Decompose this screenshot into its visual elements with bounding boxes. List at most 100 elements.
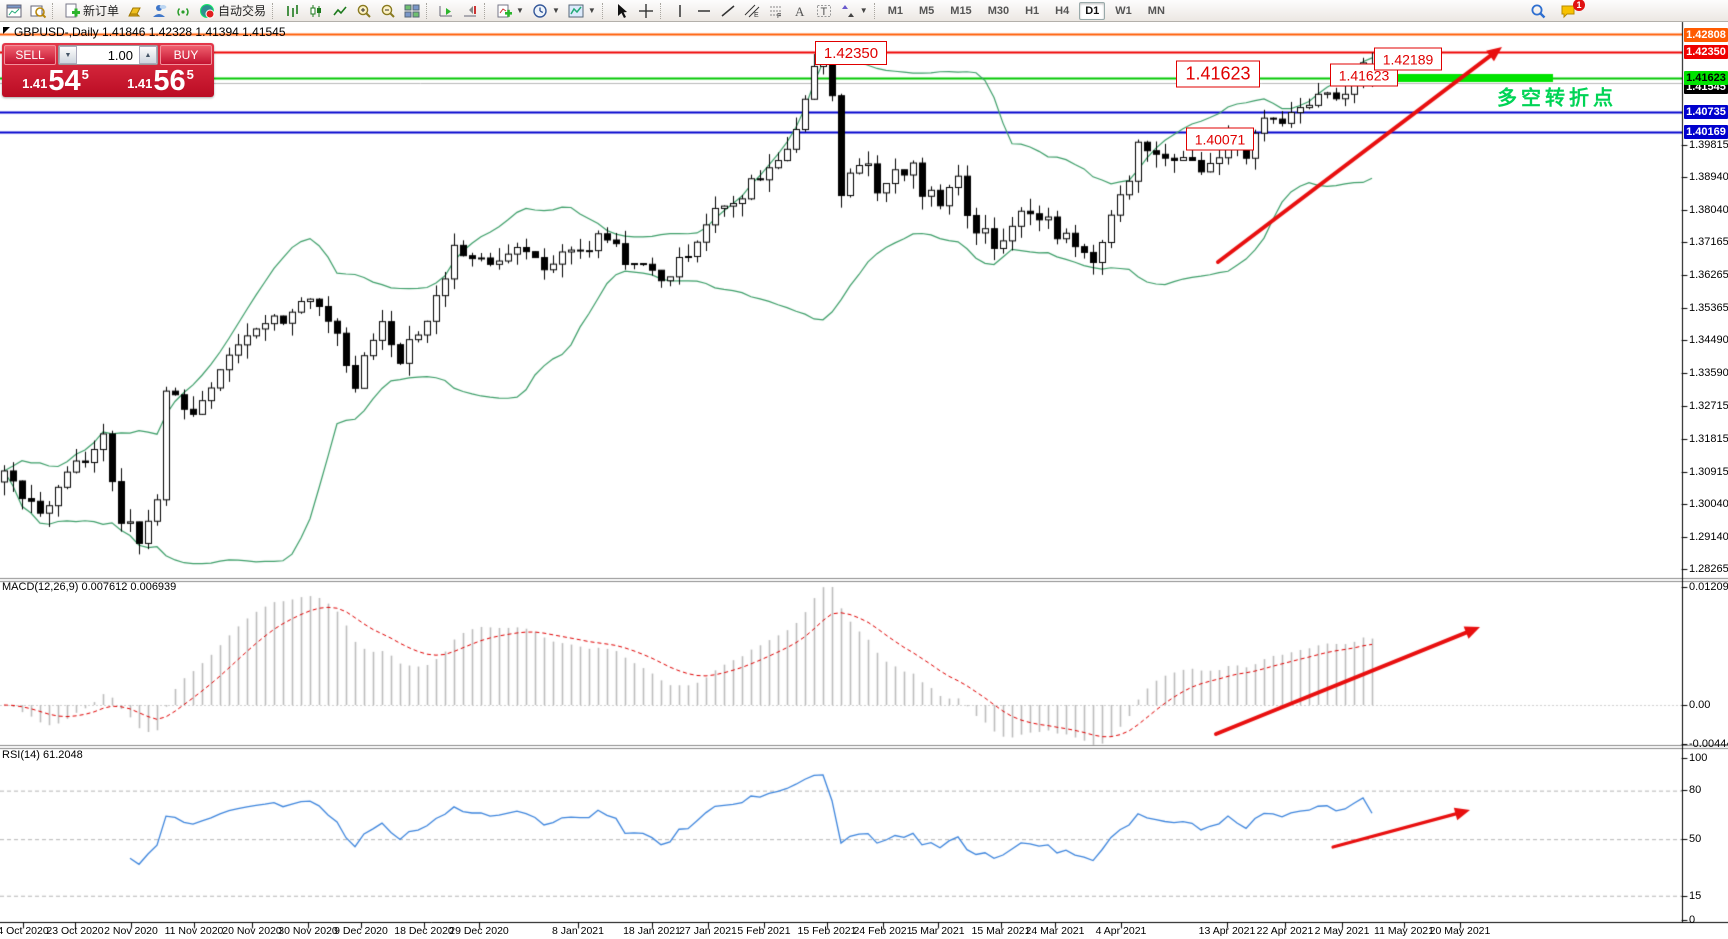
oneclick-toggle-icon[interactable] — [3, 27, 10, 34]
chart-title: GBPUSD-,Daily 1.41846 1.42328 1.41394 1.… — [14, 25, 286, 39]
line-chart-button[interactable] — [328, 2, 352, 20]
fibonacci-button[interactable]: F — [764, 2, 788, 20]
turning-point-annotation[interactable]: 多空转折点 — [1497, 87, 1617, 110]
buy-button[interactable]: BUY — [160, 45, 212, 65]
toolbar-separator — [272, 2, 278, 19]
svg-text:F: F — [777, 13, 781, 19]
cursor-button[interactable] — [610, 2, 634, 20]
price-tick: 1.37165 — [1689, 236, 1728, 248]
timeframe-w1[interactable]: W1 — [1115, 4, 1132, 17]
indicators-button[interactable]: ▼ — [492, 2, 528, 20]
text-button[interactable]: A — [788, 2, 812, 20]
profiles-button[interactable] — [26, 2, 50, 20]
chart-shift-button[interactable] — [458, 2, 482, 20]
vertical-line-icon — [672, 3, 688, 19]
price-tick: 1.30040 — [1689, 498, 1728, 510]
bar-chart-button[interactable] — [280, 2, 304, 20]
timeframe-h1[interactable]: H1 — [1025, 4, 1040, 17]
sell-button[interactable]: SELL — [4, 45, 56, 65]
metaeditor-button[interactable] — [123, 2, 147, 20]
price-annotation-1.41623[interactable]: 1.41623 — [1176, 60, 1260, 88]
timeframe-bar: M1 M5 M15 M30 H1 H4 D1 W1 MN — [882, 1, 1171, 20]
toolbar-separator — [484, 2, 490, 19]
equidistant-channel-button[interactable]: E — [740, 2, 764, 20]
price-tick: 1.35365 — [1689, 302, 1728, 314]
new-chart-button[interactable] — [2, 2, 26, 20]
shapes-icon — [840, 3, 856, 19]
rsi-tick: 50 — [1689, 833, 1702, 845]
text-label-button[interactable]: T — [812, 2, 836, 20]
date-label: 15 Feb 2021 — [797, 925, 857, 937]
autotrading-label: 自动交易 — [218, 4, 267, 18]
search-button[interactable] — [1526, 2, 1550, 20]
zoom-out-icon — [380, 3, 396, 19]
macd-tick: 0.00 — [1689, 699, 1711, 711]
price-tick: 1.33590 — [1689, 367, 1728, 379]
zoom-out-button[interactable] — [376, 2, 400, 20]
rsi-tick: 15 — [1689, 890, 1702, 902]
new-order-icon — [64, 3, 80, 19]
volume-value[interactable]: 1.00 — [107, 47, 133, 63]
toolbar-separator — [659, 2, 666, 19]
community-button[interactable] — [147, 2, 171, 20]
rsi-tick: 0 — [1689, 914, 1696, 926]
date-label: 4 Oct 2020 — [0, 925, 49, 937]
toolbar-separator — [873, 2, 880, 19]
horizontal-line-button[interactable] — [692, 2, 716, 20]
price-flag-1.40735: 1.40735 — [1684, 105, 1728, 119]
arrows-button[interactable]: ▼ — [836, 2, 872, 20]
chart-shift-icon — [462, 3, 478, 19]
price-flag-1.41623: 1.41623 — [1684, 71, 1728, 85]
dropdown-caret-icon: ▼ — [551, 6, 560, 15]
sell-price-prefix: 1.41 — [22, 76, 48, 91]
volume-increase-button[interactable]: ▲ — [139, 46, 157, 64]
vertical-line-button[interactable] — [668, 2, 692, 20]
signals-button[interactable] — [171, 2, 195, 20]
sell-price[interactable]: 1.41 54 5 — [4, 66, 107, 96]
notifications-button[interactable]: 1 — [1556, 0, 1585, 20]
price-annotation-1.42350[interactable]: 1.42350 — [815, 41, 887, 65]
timeframe-d1[interactable]: D1 — [1079, 1, 1106, 20]
date-label: 9 Dec 2020 — [334, 925, 388, 937]
zoom-in-button[interactable] — [352, 2, 376, 20]
crosshair-button[interactable] — [634, 2, 658, 20]
autotrading-button[interactable]: 自动交易 — [195, 2, 270, 20]
auto-scroll-button[interactable] — [434, 2, 458, 20]
line-chart-icon — [332, 3, 348, 19]
timeframe-m30[interactable]: M30 — [987, 4, 1010, 17]
timeframe-mn[interactable]: MN — [1147, 4, 1165, 17]
toolbar-right: 1 — [1526, 0, 1585, 20]
macd-tick: 0.01209 — [1689, 581, 1728, 593]
trendline-button[interactable] — [716, 2, 740, 20]
date-label: 2 Nov 2020 — [104, 925, 158, 937]
candlestick-chart-button[interactable] — [304, 2, 328, 20]
price-annotation-1.42189[interactable]: 1.42189 — [1374, 47, 1442, 71]
timeframe-m15[interactable]: M15 — [950, 4, 972, 17]
timeframe-m5[interactable]: M5 — [919, 4, 935, 17]
price-annotation-1.40071[interactable]: 1.40071 — [1186, 127, 1254, 151]
price-tick: 1.29140 — [1689, 531, 1728, 543]
indicators-icon — [496, 3, 513, 19]
date-label: 29 Dec 2020 — [449, 925, 509, 937]
date-label: 5 Feb 2021 — [737, 925, 791, 937]
dropdown-caret-icon: ▼ — [516, 6, 524, 15]
date-label: 11 Nov 2020 — [164, 925, 224, 937]
templates-button[interactable]: ▼ — [564, 2, 600, 20]
periods-button[interactable]: ▼ — [528, 2, 564, 20]
date-label: 5 Mar 2021 — [911, 925, 965, 937]
timeframe-h4[interactable]: H4 — [1055, 4, 1070, 17]
candlestick-icon — [308, 3, 324, 19]
volume-decrease-button[interactable]: ▼ — [59, 46, 77, 64]
new-order-button[interactable]: 新订单 — [60, 2, 123, 20]
chart-window-icon — [6, 3, 22, 19]
search-icon — [1530, 3, 1546, 19]
toolbar-separator — [601, 2, 608, 19]
date-label: 8 Jan 2021 — [552, 925, 604, 937]
price-tick: 1.30915 — [1689, 466, 1728, 478]
rsi-tick: 80 — [1689, 784, 1702, 796]
timeframe-m1[interactable]: M1 — [887, 4, 903, 17]
buy-price[interactable]: 1.41 56 5 — [109, 66, 212, 96]
tile-windows-button[interactable] — [400, 2, 424, 20]
tile-windows-icon — [404, 3, 420, 19]
